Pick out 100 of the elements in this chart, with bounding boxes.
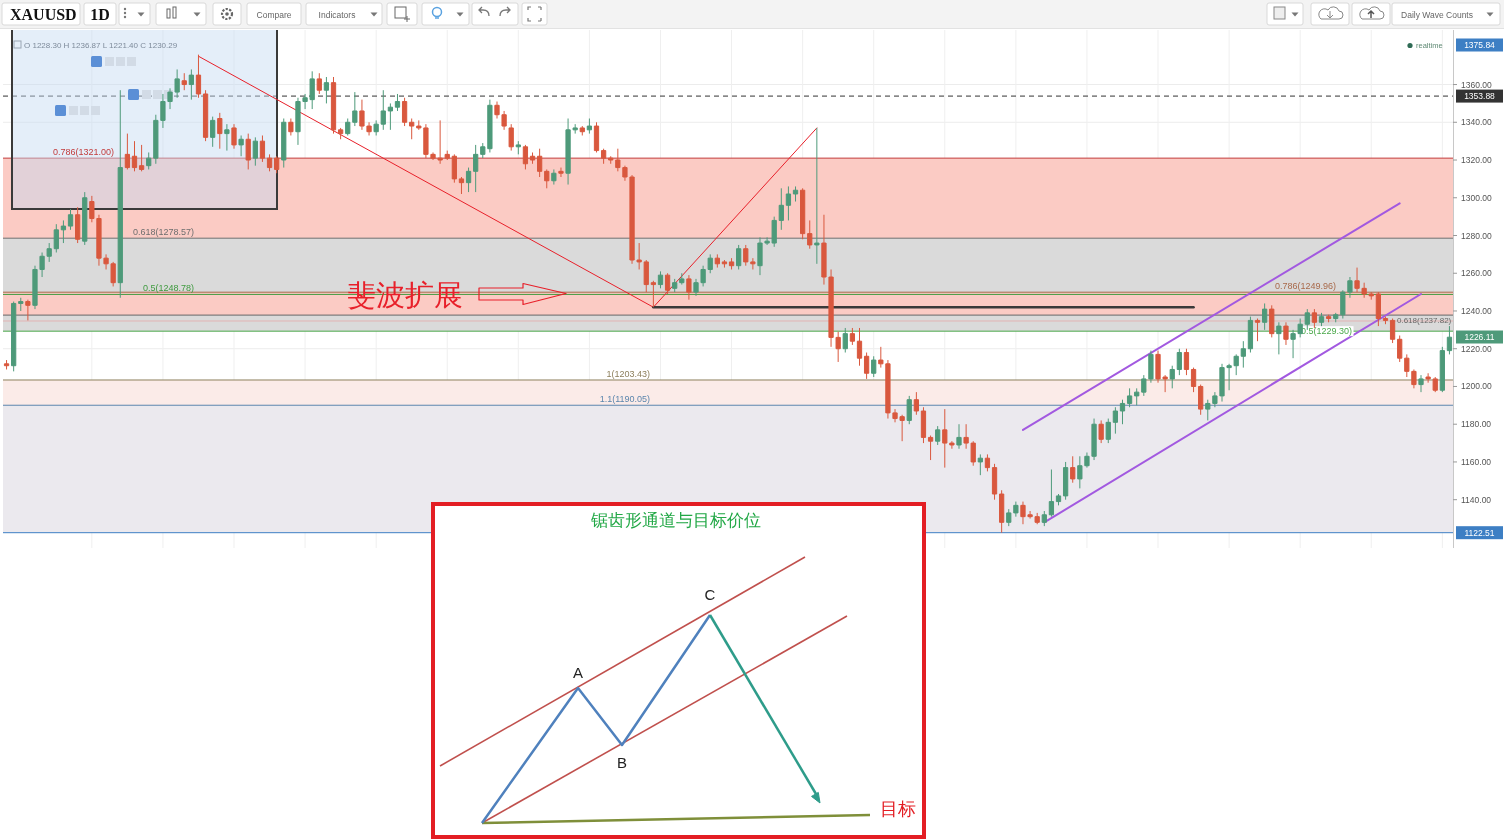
candlestick [1169, 365, 1175, 389]
candlestick [3, 359, 10, 370]
candlestick [721, 259, 728, 269]
candlestick [529, 151, 536, 165]
y-tick-label: 1140.00 [1461, 494, 1492, 505]
candlestick [274, 155, 280, 174]
candlestick [664, 272, 671, 295]
candlestick [266, 153, 273, 172]
candlestick [807, 219, 813, 250]
chart-subtitle: 1D [90, 5, 110, 23]
candlestick [288, 118, 294, 136]
candlestick [1176, 348, 1182, 376]
candlestick [672, 278, 678, 293]
candlestick [736, 244, 742, 270]
price-label: 1226.11 [1456, 330, 1503, 344]
candlestick [1318, 312, 1325, 327]
candlestick [728, 257, 735, 270]
candlestick [778, 187, 784, 231]
y-tick-label: 1280.00 [1461, 230, 1492, 241]
candlestick [60, 219, 67, 244]
candlestick [856, 327, 863, 367]
candlestick [210, 116, 216, 148]
annotation: O 1228.30 H 1236.87 L 1221.40 C 1230.29 [24, 41, 178, 50]
candlestick [259, 134, 266, 163]
ref-line-label: 1122.51 [1464, 527, 1495, 538]
candlestick [202, 89, 209, 142]
candlestick [657, 270, 664, 289]
price-label: 1375.84 [1456, 38, 1503, 52]
candlestick [579, 125, 585, 136]
candlestick [956, 423, 962, 450]
candlestick [1311, 308, 1318, 329]
candlestick [785, 185, 792, 221]
candlestick [117, 89, 123, 299]
candlestick [217, 112, 223, 150]
candlestick [1418, 374, 1424, 393]
y-tick-label: 1180.00 [1461, 419, 1492, 430]
ref-line-label: 0.5(1248.78) [142, 283, 194, 294]
candlestick [82, 191, 88, 246]
candlestick [387, 102, 394, 131]
ref-line-label: 0.618(1237.82) [1397, 315, 1452, 325]
candlestick [224, 123, 230, 152]
candlestick [600, 148, 607, 165]
candlestick [714, 253, 720, 269]
candlestick [842, 327, 848, 353]
candlestick [906, 395, 912, 425]
candlestick [245, 133, 251, 170]
candlestick [75, 206, 81, 244]
candlestick [1183, 348, 1190, 376]
candlestick [679, 272, 685, 286]
candlestick [1105, 418, 1111, 444]
candlestick [25, 299, 31, 321]
candlestick [913, 391, 919, 416]
price-label: 1353.88 [1456, 89, 1503, 103]
candlestick [451, 153, 457, 184]
candlestick [401, 97, 408, 127]
candlestick [188, 68, 194, 101]
candlestick [252, 136, 258, 167]
candlestick [1190, 367, 1197, 393]
candlestick [124, 133, 131, 170]
candlestick [508, 123, 514, 152]
candlestick [1283, 321, 1289, 346]
candlestick [1134, 387, 1140, 406]
candlestick [1055, 493, 1062, 506]
candlestick [394, 93, 401, 112]
toolbar: XAUUSD 1D Compare Indicators Daily Wave Counts [0, 0, 1504, 29]
candlestick [409, 118, 415, 140]
candlestick [323, 76, 330, 104]
candlestick [238, 134, 244, 157]
candlestick [849, 327, 856, 346]
chart-title: XAUUSD [10, 5, 77, 23]
y-tick-label: 1340.00 [1461, 117, 1492, 128]
candlestick [927, 435, 934, 461]
ref-line-label: 0.786(1249.96) [1274, 281, 1336, 292]
y-tick-label: 1300.00 [1461, 192, 1492, 203]
candlestick [863, 352, 870, 380]
candlestick [138, 144, 145, 172]
candlestick [1397, 335, 1403, 363]
candlestick [458, 176, 465, 195]
text: A [572, 664, 584, 681]
candlestick [871, 355, 877, 378]
ref-line-label: 1.1(1190.05) [599, 394, 650, 405]
candlestick [1126, 387, 1133, 408]
candlestick [1098, 419, 1104, 444]
candlestick [558, 167, 564, 178]
candlestick [1041, 510, 1047, 527]
candlestick [1262, 302, 1268, 331]
candlestick [337, 127, 344, 140]
candlestick [991, 463, 998, 501]
candlestick [1198, 384, 1204, 416]
candlestick [977, 453, 983, 476]
candlestick [544, 168, 550, 189]
candlestick [18, 297, 24, 312]
candlestick [67, 208, 74, 231]
candlestick [586, 118, 593, 135]
candlestick [1325, 314, 1332, 323]
candlestick [1070, 455, 1076, 484]
candlestick [1375, 291, 1381, 327]
text: C [704, 586, 716, 603]
candlestick [53, 223, 59, 253]
candlestick [1112, 406, 1119, 435]
